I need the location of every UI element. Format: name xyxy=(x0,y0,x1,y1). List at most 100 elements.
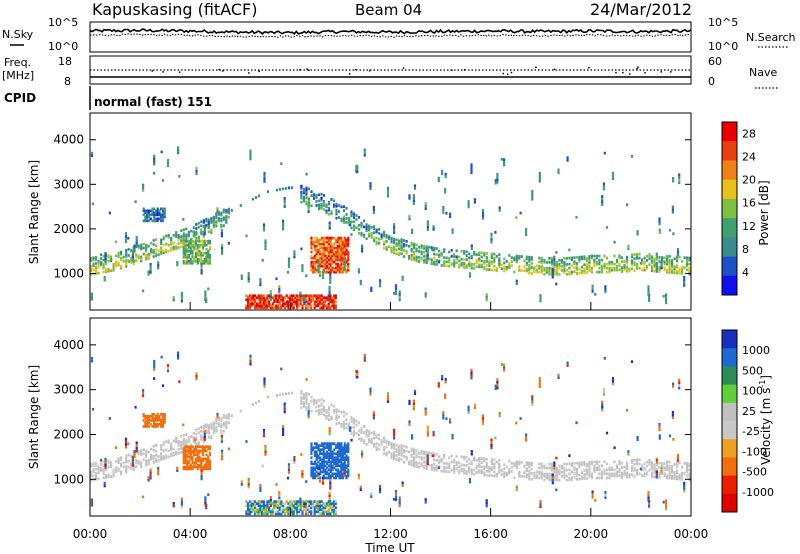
velocity-cell xyxy=(336,454,339,458)
power-cell xyxy=(334,266,338,270)
power-cell xyxy=(107,259,110,263)
velocity-cell xyxy=(319,464,322,468)
velocity-cell xyxy=(393,498,396,501)
power-cell xyxy=(313,306,316,310)
velocity-cell xyxy=(205,503,208,507)
power-cell xyxy=(275,300,278,304)
velocity-cell xyxy=(210,436,213,440)
power-cell xyxy=(420,246,423,250)
power-cell xyxy=(458,259,461,263)
power-cell xyxy=(500,267,503,271)
power-cell xyxy=(445,211,448,215)
velocity-cell xyxy=(157,472,160,476)
power-cell xyxy=(365,225,368,228)
velocity-cell xyxy=(386,397,390,401)
velocity-cell xyxy=(160,355,163,359)
power-colorbar-frame xyxy=(721,121,738,296)
velocity-cell xyxy=(207,428,210,431)
power-cell xyxy=(573,260,576,263)
velocity-cell xyxy=(331,450,334,454)
power-cell xyxy=(681,270,684,273)
power-cell xyxy=(453,259,456,262)
velocity-cell xyxy=(423,450,426,454)
power-cell xyxy=(332,302,336,306)
velocity-cell xyxy=(105,476,108,479)
velocity-cell xyxy=(347,468,350,472)
velocity-cell xyxy=(301,475,304,478)
power-cell xyxy=(653,269,656,273)
power-cell xyxy=(140,255,143,259)
power-cell xyxy=(668,269,671,272)
power-cell xyxy=(611,174,615,178)
velocity-cell xyxy=(413,464,416,468)
velocity-cell xyxy=(578,461,581,465)
power-cell xyxy=(688,256,691,260)
power-cell xyxy=(633,269,636,272)
velocity-cell xyxy=(591,495,594,499)
power-cell xyxy=(182,253,185,257)
velocity-cell xyxy=(340,460,343,464)
power-cell xyxy=(678,178,681,182)
power-cell xyxy=(336,250,339,254)
power-cell xyxy=(313,266,317,270)
velocity-cell xyxy=(327,458,331,462)
velocity-cell xyxy=(329,466,332,470)
power-cell xyxy=(341,256,345,260)
power-cell xyxy=(643,262,646,266)
velocity-cell xyxy=(276,512,279,516)
velocity-cell xyxy=(338,474,341,478)
power-cell xyxy=(240,277,243,280)
velocity-cell xyxy=(282,506,285,510)
power-cell xyxy=(336,268,339,272)
velocity-cell xyxy=(345,456,348,460)
power-cell xyxy=(442,208,445,212)
power-cell xyxy=(420,256,423,260)
velocity-cell xyxy=(215,419,218,423)
velocity-cell xyxy=(97,469,100,473)
velocity-cell xyxy=(379,485,382,488)
velocity-cell xyxy=(408,402,411,406)
power-cell xyxy=(660,261,663,264)
velocity-cell xyxy=(257,502,260,505)
velocity-cell xyxy=(438,459,441,462)
velocity-cell xyxy=(254,512,257,516)
velocity-cell xyxy=(104,465,107,469)
velocity-cell xyxy=(603,468,606,472)
power-cell xyxy=(177,151,180,155)
velocity-cell xyxy=(184,457,187,461)
power-cell xyxy=(329,264,332,268)
power-cell xyxy=(307,210,310,213)
power-cell xyxy=(282,300,285,304)
velocity-cell xyxy=(161,384,165,388)
power-cell xyxy=(620,260,624,263)
velocity-cell xyxy=(681,465,684,469)
power-cell xyxy=(282,302,285,306)
power-cell xyxy=(610,266,614,270)
velocity-cell xyxy=(177,443,180,447)
power-cell xyxy=(100,261,103,264)
power-cell xyxy=(158,217,161,221)
velocity-cell xyxy=(154,423,158,426)
velocity-cell xyxy=(538,377,541,380)
velocity-cell xyxy=(145,451,148,455)
velocity-cell xyxy=(310,409,313,413)
power-cell xyxy=(475,261,478,264)
power-cell xyxy=(315,304,318,308)
power-cell xyxy=(254,196,257,199)
power-cell xyxy=(408,244,411,248)
velocity-cell xyxy=(613,460,616,464)
velocity-cell xyxy=(411,436,414,440)
power-cell xyxy=(225,221,228,224)
velocity-cell xyxy=(357,476,360,480)
power-cell xyxy=(681,268,684,271)
velocity-colorbar-segment xyxy=(722,366,737,385)
power-cell xyxy=(191,243,194,247)
velocity-cell xyxy=(658,473,661,477)
velocity-cell xyxy=(590,474,593,478)
velocity-cell xyxy=(90,498,93,502)
velocity-cell xyxy=(189,445,192,449)
power-cell xyxy=(261,258,264,262)
velocity-cell xyxy=(467,411,470,414)
velocity-cell xyxy=(345,466,348,470)
velocity-cell xyxy=(212,427,215,430)
